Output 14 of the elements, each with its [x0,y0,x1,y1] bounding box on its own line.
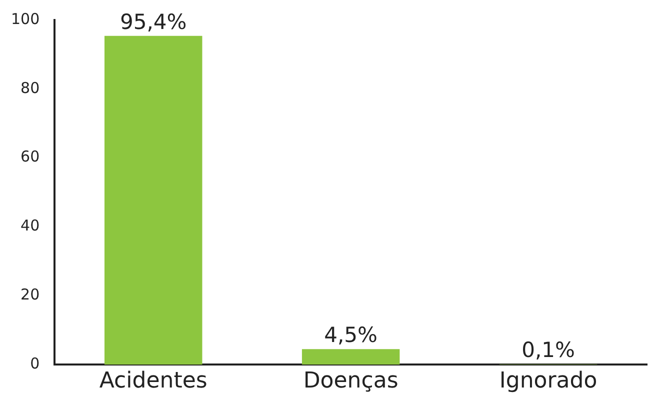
bar [302,349,400,365]
y-tick-label: 80 [20,78,40,97]
y-tick-label: 20 [20,286,40,304]
y-tick-label: 60 [20,148,40,166]
data-label: 0,1% [522,338,575,362]
bar [104,36,202,365]
x-tick-label: Ignorado [499,368,598,394]
y-tick-label: 100 [10,10,40,28]
y-tick-label: 0 [30,354,40,372]
x-tick-label: Doenças [303,368,398,394]
x-tick-label: Acidentes [99,368,208,394]
data-label: 4,5% [324,323,378,348]
data-label: 95,4% [120,10,187,34]
y-tick-label: 40 [20,216,40,235]
